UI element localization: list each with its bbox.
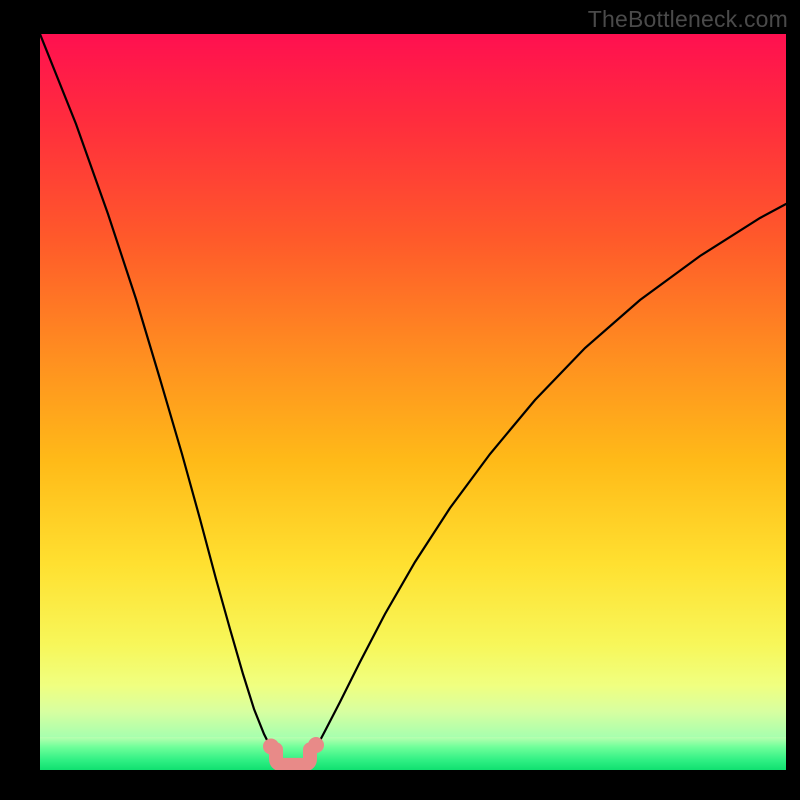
right-curve <box>316 204 786 748</box>
curve-layer <box>40 34 786 770</box>
chart-canvas: TheBottleneck.com <box>0 0 800 800</box>
watermark-text: TheBottleneck.com <box>588 6 788 33</box>
left-curve <box>40 34 271 748</box>
u-connector <box>276 749 310 764</box>
plot-area <box>40 34 786 770</box>
floor-blobs <box>263 737 324 765</box>
